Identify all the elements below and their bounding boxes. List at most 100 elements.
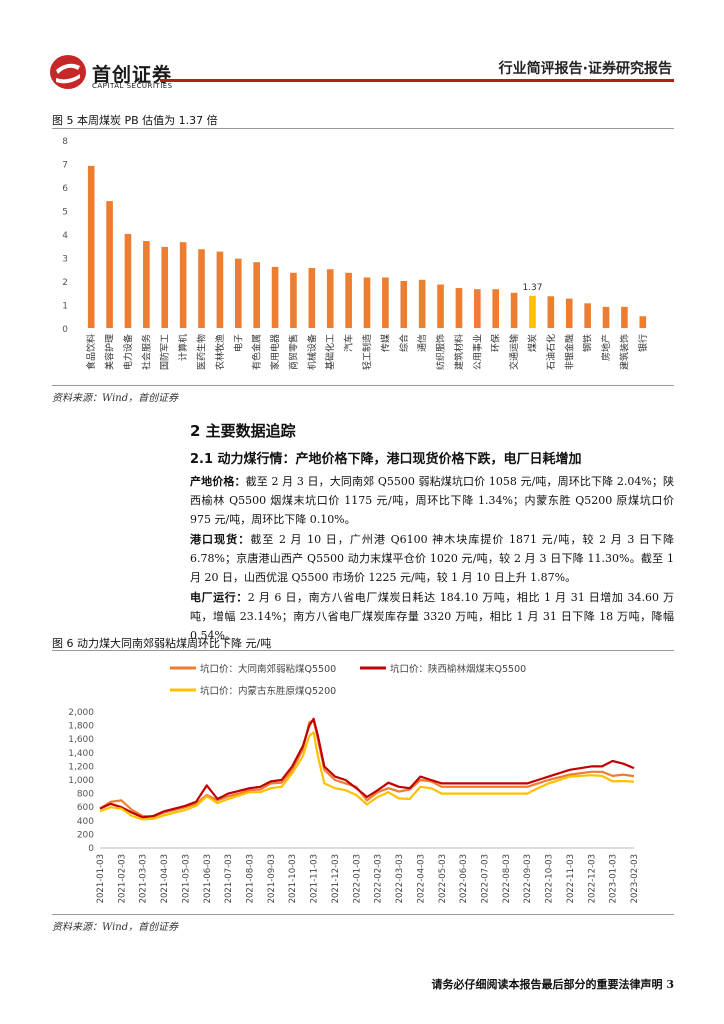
figure5-bar-chart: 0 1 2 3 4 5 6 7 8 食品饮料 美容护理 电力设备 社会服务 国防军工 计算机 医药生物 农林牧渔… (62, 137, 649, 370)
series-line (99, 731, 635, 821)
bar (474, 289, 481, 328)
bar (216, 251, 224, 328)
y-tick-label: 400 (77, 817, 94, 827)
figure6-title: 图 6 动力煤大同南郊弱粘煤周环比下降 元/吨 (52, 637, 272, 650)
y-tick-label: 1 (62, 302, 68, 312)
x-tick-label: 2022-01-03 (352, 854, 362, 903)
legend-label: 坑口价：陕西榆林烟煤末Q5500 (390, 663, 526, 675)
x-tick-label: 食品饮料 (85, 334, 97, 370)
y-tick-label: 1,400 (68, 749, 94, 759)
paragraph-text: 截至 2 月 10 日，广州港 Q6100 神木块库提价 1871 元/吨，较 … (190, 533, 675, 584)
y-tick-label: 5 (62, 208, 68, 218)
legend-label: 坑口价：内蒙古东胜原煤Q5200 (200, 685, 336, 697)
x-tick-label: 电子 (232, 334, 244, 352)
x-tick-label: 2021-10-03 (288, 854, 298, 903)
bar (326, 269, 334, 328)
x-tick-label: 银行 (637, 334, 649, 352)
x-tick-label: 商贸零售 (287, 334, 299, 370)
bar (492, 289, 500, 328)
bar (437, 284, 444, 328)
paragraph-port-spot: 港口现货：截至 2 月 10 日，广州港 Q6100 神木块库提价 1871 元… (190, 530, 674, 587)
x-tick-label: 2021-05-03 (181, 854, 191, 903)
figure5-top-rule (52, 128, 674, 129)
bar (253, 262, 260, 328)
x-tick-label: 建筑材料 (453, 334, 465, 370)
x-tick-label: 交通运输 (508, 334, 520, 370)
company-logo (48, 52, 88, 92)
x-tick-label: 医药生物 (196, 334, 208, 370)
y-tick-label: 8 (62, 137, 68, 147)
x-tick-label: 通信 (416, 334, 428, 352)
bar (161, 246, 169, 328)
y-tick-label: 1,200 (68, 762, 94, 772)
x-tick-label: 轻工制造 (361, 334, 373, 370)
x-tick-label: 钢铁 (582, 334, 594, 352)
paragraph-lead: 产地价格： (190, 475, 246, 488)
x-tick-label: 建筑装饰 (618, 334, 630, 370)
x-tick-label: 2022-06-03 (459, 854, 469, 903)
x-tick-label: 2023-01-03 (609, 854, 619, 903)
series-line (99, 717, 635, 819)
bar (418, 279, 426, 328)
legend-label: 坑口价：大同南郊弱粘煤Q5500 (200, 663, 336, 675)
company-name: 首创证券 (92, 64, 173, 86)
x-tick-label: 2022-07-03 (480, 854, 490, 903)
x-tick-label: 2022-05-03 (438, 854, 448, 903)
bar (565, 298, 573, 328)
y-tick-label: 7 (62, 161, 68, 171)
paragraph-text: 2 月 6 日，南方八省电厂煤炭日耗达 184.10 万吨，相比 1 月 31 … (190, 591, 674, 642)
series-line (99, 719, 635, 818)
y-tick-label: 4 (62, 231, 68, 241)
y-tick-label: 1,600 (68, 735, 94, 745)
bar (345, 272, 352, 328)
x-tick-label: 2022-10-03 (545, 854, 555, 903)
y-tick-label: 600 (77, 803, 94, 813)
bar (382, 277, 389, 328)
y-tick-label: 3 (62, 255, 68, 265)
x-tick-label: 2021-04-03 (160, 854, 170, 903)
x-tick-label: 2022-08-03 (502, 854, 512, 903)
x-tick-label: 计算机 (177, 334, 189, 361)
x-tick-label: 2022-03-03 (395, 854, 405, 903)
y-tick-label: 200 (77, 830, 94, 840)
x-tick-label: 石油石化 (545, 334, 557, 370)
y-tick-label: 1,000 (68, 776, 94, 786)
y-tick-label: 0 (62, 325, 68, 335)
figure6-top-rule (52, 650, 674, 651)
bar (584, 303, 591, 328)
x-tick-label: 2021-12-03 (331, 854, 341, 903)
header-divider (160, 79, 674, 82)
figure5-source: 资料来源：Wind，首创证券 (52, 393, 179, 404)
bar (529, 295, 536, 328)
figure5-bottom-rule (52, 385, 674, 386)
paragraph-lead: 电厂运行： (190, 591, 248, 604)
x-tick-label: 机械设备 (306, 334, 318, 370)
x-tick-label: 2021-09-03 (267, 854, 277, 903)
x-tick-label: 农林牧渔 (214, 334, 226, 370)
y-tick-label: 6 (62, 184, 68, 194)
x-tick-label: 2021-07-03 (224, 854, 234, 903)
figure6-bottom-rule (52, 914, 674, 915)
x-tick-label: 电力设备 (122, 334, 134, 370)
bar (547, 296, 555, 328)
footer-legal-note: 请务必仔细阅读本报告最后部分的重要法律声明 3 (431, 978, 674, 991)
x-tick-label: 煤炭 (526, 334, 538, 352)
x-tick-label: 2021-03-03 (139, 854, 149, 903)
x-tick-label: 2021-11-03 (310, 854, 320, 903)
subsection-title: 2.1 动力煤行情：产地价格下降，港口现货价格下跌，电厂日耗增加 (190, 452, 582, 467)
bar (124, 234, 132, 328)
x-tick-label: 2021-02-03 (117, 854, 127, 903)
bar (179, 242, 187, 328)
y-tick-label: 2 (62, 278, 68, 288)
bar (198, 249, 205, 328)
bar (290, 272, 297, 328)
bar (455, 288, 463, 328)
section-title: 2 主要数据追踪 (190, 422, 296, 440)
x-tick-label: 2022-02-03 (374, 854, 384, 903)
figure6-source: 资料来源：Wind，首创证券 (52, 922, 179, 933)
x-tick-label: 非银金融 (563, 334, 575, 370)
y-tick-label: 0 (88, 844, 94, 854)
bar (602, 306, 610, 328)
paragraph-production-price: 产地价格：截至 2 月 3 日，大同南郊 Q5500 弱粘煤坑口价 1058 元… (190, 472, 674, 529)
y-tick-label: 1,800 (68, 722, 94, 732)
